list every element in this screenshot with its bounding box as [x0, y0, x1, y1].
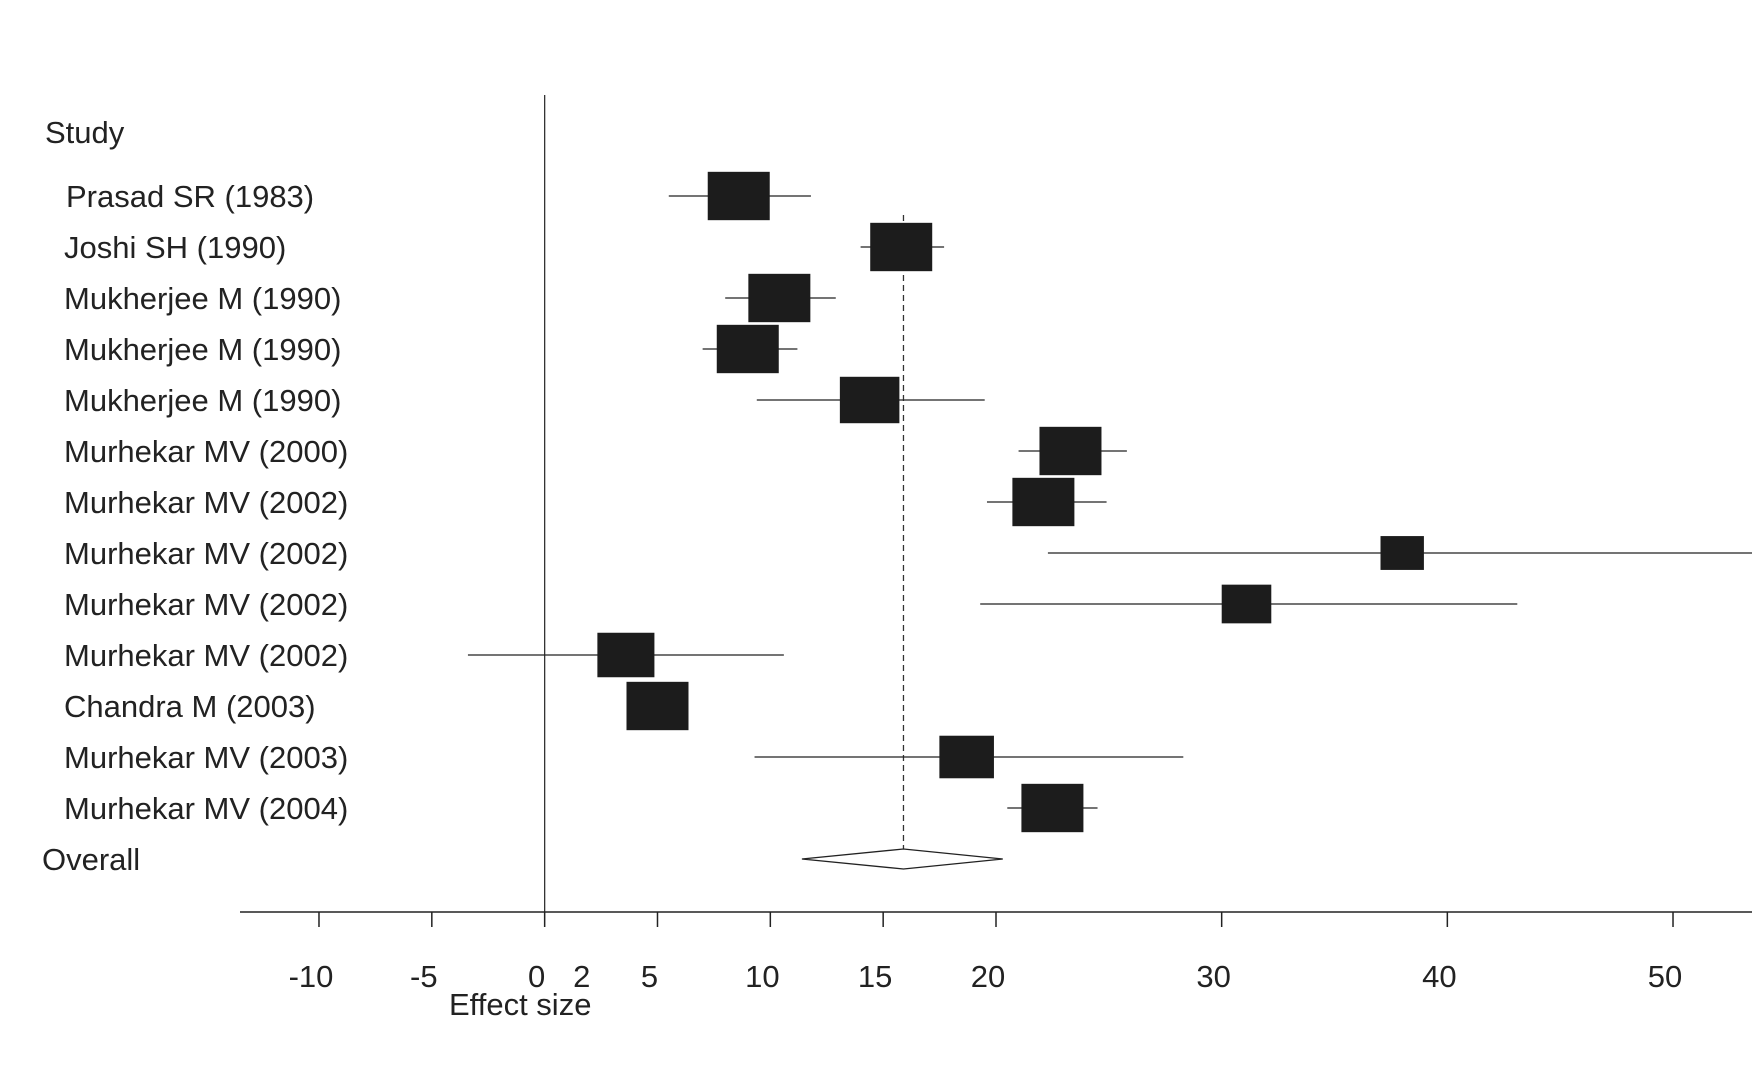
- study-label: Murhekar MV (2003): [64, 740, 348, 775]
- effect-box: [1021, 783, 1084, 833]
- effect-box: [1380, 536, 1424, 570]
- x-tick-label: 20: [971, 959, 1005, 994]
- effect-box: [597, 632, 655, 678]
- study-label: Murhekar MV (2002): [64, 638, 348, 673]
- study-label: Murhekar MV (2002): [64, 536, 348, 571]
- x-tick-label: 15: [858, 959, 892, 994]
- study-label: Murhekar MV (2002): [64, 587, 348, 622]
- x-tick-label: 0: [528, 959, 545, 994]
- effect-box: [1039, 426, 1102, 476]
- x-tick-label: -5: [410, 959, 438, 994]
- study-header: Study: [45, 115, 125, 150]
- study-label: Chandra M (2003): [64, 689, 316, 724]
- x-tick-label: 5: [641, 959, 658, 994]
- effect-box: [939, 735, 994, 779]
- effect-box: [1012, 477, 1075, 527]
- x-tick-label: 2: [573, 959, 590, 994]
- x-tick-label: 50: [1648, 959, 1682, 994]
- x-tick-label: 40: [1422, 959, 1456, 994]
- study-rows: Prasad SR (1983) Joshi SH (1990) Mukherjee…: [42, 95, 1752, 912]
- effect-box: [716, 324, 779, 374]
- study-label: Murhekar MV (2000): [64, 434, 348, 469]
- effect-box: [626, 681, 689, 731]
- effect-box: [870, 222, 933, 272]
- x-tick-label: 10: [745, 959, 779, 994]
- x-tick-label: -10: [289, 959, 334, 994]
- x-axis: -10 -5 0 2 5 10 15 20 30 40 50: [240, 911, 1752, 994]
- x-axis-label: Effect size: [449, 987, 591, 1022]
- effect-box: [707, 171, 770, 221]
- study-label: Murhekar MV (2004): [64, 791, 348, 826]
- study-label: Joshi SH (1990): [64, 230, 286, 265]
- effect-box: [748, 273, 811, 323]
- study-label: Mukherjee M (1990): [64, 332, 341, 367]
- x-tick-label: 30: [1196, 959, 1230, 994]
- study-label: Murhekar MV (2002): [64, 485, 348, 520]
- study-label: Mukherjee M (1990): [64, 383, 341, 418]
- study-label: Mukherjee M (1990): [64, 281, 341, 316]
- overall-diamond: [801, 848, 1003, 870]
- effect-box: [839, 376, 900, 424]
- overall-label: Overall: [42, 842, 140, 877]
- study-label: Prasad SR (1983): [66, 179, 314, 214]
- effect-box: [1221, 584, 1272, 624]
